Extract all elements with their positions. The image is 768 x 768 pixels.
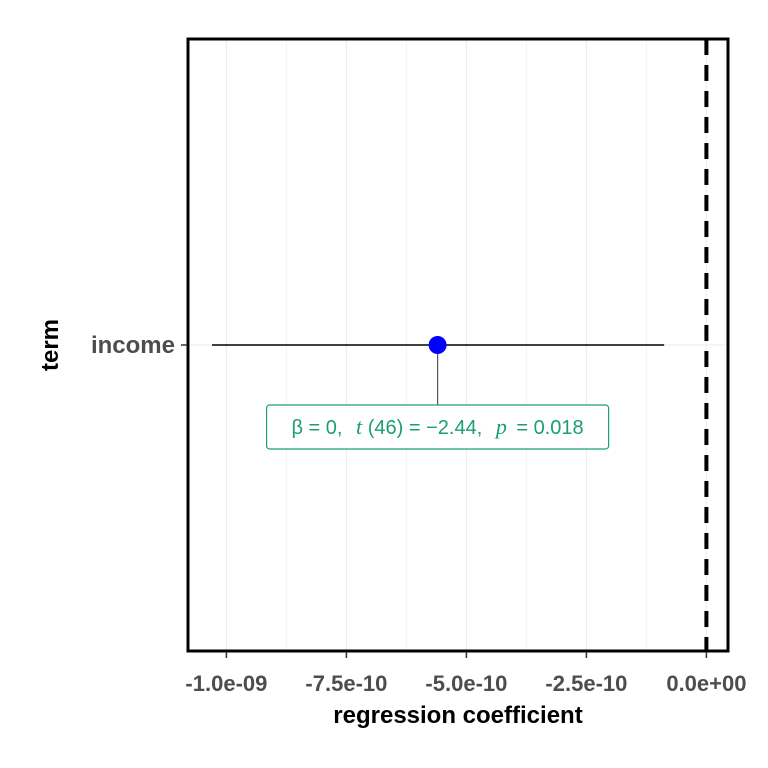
x-tick-label: 0.0e+00 bbox=[666, 671, 746, 696]
beta-text: β = 0, bbox=[292, 417, 343, 439]
x-axis-title: regression coefficient bbox=[333, 702, 582, 729]
x-axis-ticks: -1.0e-09 -7.5e-10 -5.0e-10 -2.5e-10 0.0e+00 bbox=[185, 652, 746, 696]
estimate-point bbox=[428, 336, 447, 354]
p-symbol: p bbox=[494, 414, 507, 439]
plot-panel-border bbox=[186, 37, 730, 653]
stats-label-box bbox=[266, 404, 610, 450]
x-tick-label: -7.5e-10 bbox=[305, 671, 387, 696]
x-tick-label: -2.5e-10 bbox=[545, 671, 627, 696]
y-axis-ticks: income bbox=[91, 332, 187, 359]
y-axis-title: term bbox=[37, 319, 64, 371]
y-tick-label: income bbox=[91, 332, 175, 359]
x-tick-label: -5.0e-10 bbox=[425, 671, 507, 696]
x-tick-label: -1.0e-09 bbox=[185, 671, 267, 696]
t-symbol: t bbox=[356, 414, 363, 439]
p-value-text: = 0.018 bbox=[516, 417, 583, 439]
stats-label: β = 0, t (46) = −2.44, p = 0.018 bbox=[292, 414, 584, 439]
stats-annotation: β = 0, t (46) = −2.44, p = 0.018 bbox=[266, 404, 610, 450]
t-stat-text: (46) = −2.44, bbox=[368, 417, 483, 439]
